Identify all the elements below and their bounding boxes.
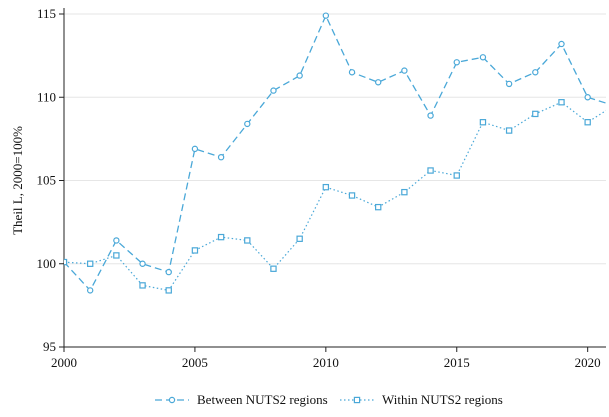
x-tick-label-2000: 2000 [51, 355, 77, 370]
point-0-2011 [348, 69, 356, 76]
point-1-2020 [584, 119, 591, 126]
legend: Between NUTS2 regions Within NUTS2 region… [155, 392, 503, 407]
point-1-2018 [532, 110, 539, 118]
point-0-2018 [532, 69, 539, 76]
point-0-2014 [427, 112, 434, 119]
x-tick-label-2015: 2015 [444, 355, 470, 370]
gridlines [64, 13, 606, 265]
point-0-2013 [401, 67, 408, 74]
x-tick-label-2005: 2005 [182, 355, 208, 370]
point-1-2002 [113, 252, 120, 259]
point-1-2019 [558, 99, 565, 106]
point-1-2001 [86, 260, 94, 267]
point-1-2014 [427, 167, 434, 174]
series-0 [64, 12, 606, 294]
x-tick-label-2020: 2020 [575, 355, 601, 370]
point-1-2003 [139, 282, 146, 289]
point-0-2009 [296, 72, 303, 79]
point-1-2004 [165, 287, 172, 294]
legend-label-0: Between NUTS2 regions [197, 392, 328, 407]
point-1-2010 [322, 183, 330, 191]
point-1-2017 [505, 127, 513, 134]
point-1-2008 [270, 265, 277, 272]
y-tick-label-100: 100 [37, 256, 57, 271]
y-tick-label-115: 115 [37, 6, 56, 21]
point-1-2009 [296, 235, 303, 242]
point-1-2005 [191, 247, 199, 254]
x-tick-label-2010: 2010 [313, 355, 339, 370]
point-1-2011 [348, 192, 356, 199]
series-line-1 [64, 101, 606, 292]
point-0-2005 [191, 145, 199, 153]
axes [59, 8, 606, 352]
y-tick-label-105: 105 [37, 173, 57, 188]
point-0-2010 [322, 12, 330, 19]
point-0-2006 [217, 153, 225, 161]
point-1-2012 [375, 203, 382, 211]
labels: 95 100 105 110 115 2000 2005 2010 2015 2020 Theil … [10, 6, 601, 370]
point-1-2007 [244, 237, 251, 244]
point-0-2019 [558, 40, 565, 48]
legend-label-1: Within NUTS2 regions [382, 392, 503, 407]
point-0-2020 [584, 94, 591, 101]
point-0-2016 [479, 54, 487, 61]
point-0-2003 [139, 260, 146, 267]
point-1-2000 [64, 258, 68, 266]
point-0-2017 [505, 80, 513, 88]
point-1-2016 [479, 119, 487, 126]
point-0-2002 [113, 237, 120, 244]
point-0-2001 [86, 287, 94, 294]
series-line-0 [64, 14, 606, 292]
point-0-2004 [165, 268, 172, 276]
y-axis-title: Theil L, 2000=100% [10, 126, 25, 235]
point-0-2007 [244, 120, 251, 128]
point-0-2015 [453, 59, 460, 66]
series [64, 12, 606, 294]
y-tick-label-110: 110 [37, 89, 56, 104]
series-1 [64, 99, 606, 294]
point-1-2015 [453, 172, 460, 179]
point-1-2006 [217, 233, 225, 241]
y-tick-label-95: 95 [43, 339, 56, 354]
point-0-2008 [270, 87, 277, 94]
legend-marker-1 [353, 396, 361, 404]
point-1-2013 [401, 188, 408, 196]
legend-marker-0 [168, 396, 176, 404]
point-0-2012 [375, 79, 382, 86]
